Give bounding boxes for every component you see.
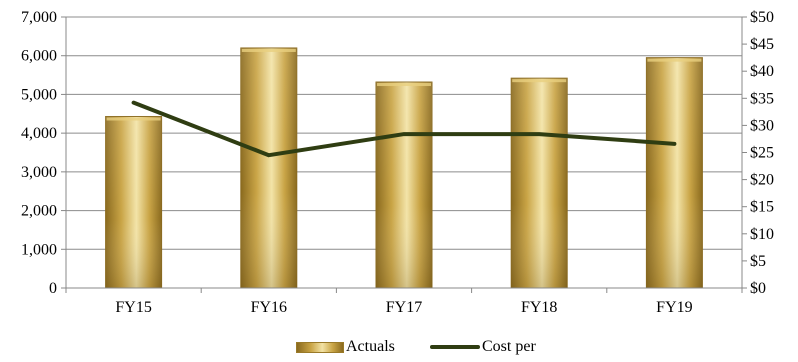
left-tick-label: 3,000 [21,164,57,181]
bar-bevel [647,58,702,62]
legend-swatch-actuals [296,341,344,353]
right-tick-label: $35 [750,90,774,107]
x-tick-label: FY18 [521,299,557,316]
x-tick-label: FY16 [251,299,287,316]
x-tick-label: FY19 [656,299,692,316]
axes [61,16,747,293]
bar-bevel [512,79,567,83]
legend-item-actuals: Actuals [296,336,395,358]
left-axis-tick-labels: 0 1,000 2,000 3,000 4,000 5,000 6,000 7,000 [21,9,57,297]
legend: Actuals Cost per [0,336,798,360]
bars [105,47,703,289]
right-tick-label: $40 [750,63,774,80]
legend-item-cost-per: Cost per [430,336,536,358]
left-tick-label: 7,000 [21,9,57,26]
legend-label-cost-per: Cost per [482,338,536,355]
right-tick-label: $45 [750,36,774,53]
right-tick-label: $10 [750,226,774,243]
left-tick-label: 2,000 [21,203,57,220]
bar-shade [376,82,432,288]
right-tick-label: $0 [750,280,766,297]
right-axis-tick-labels: $0 $5 $10 $15 $20 $25 $30 $35 $40 $45 $50 [750,9,774,297]
right-tick-label: $5 [750,253,766,270]
right-tick-label: $30 [750,117,774,134]
bar-bevel [377,83,431,87]
left-tick-label: 5,000 [21,86,57,103]
bar-bevel [106,117,161,121]
legend-swatch-cost-per [430,345,480,349]
left-tick-label: 1,000 [21,241,57,258]
left-tick-label: 4,000 [21,125,57,142]
right-tick-label: $50 [750,9,774,26]
right-tick-label: $25 [750,145,774,162]
bar-shade [646,57,703,289]
bar-bevel [241,48,296,52]
x-tick-label: FY17 [386,299,422,316]
left-tick-label: 0 [49,280,57,297]
right-tick-label: $15 [750,199,774,216]
left-tick-label: 6,000 [21,48,57,65]
x-tick-label: FY15 [115,299,151,316]
bar-shade [105,116,162,288]
right-tick-label: $20 [750,172,774,189]
cost-per-line [131,100,677,158]
x-axis-tick-labels: FY15 FY16 FY17 FY18 FY19 [115,299,692,316]
legend-label-actuals: Actuals [346,338,395,355]
bar-shade [511,78,568,288]
bar-shade [240,47,297,288]
